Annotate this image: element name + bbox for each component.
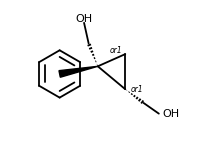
Text: or1: or1 [110,46,123,55]
Text: OH: OH [75,14,93,24]
Polygon shape [59,66,98,77]
Text: or1: or1 [131,85,143,94]
Text: OH: OH [162,109,179,119]
